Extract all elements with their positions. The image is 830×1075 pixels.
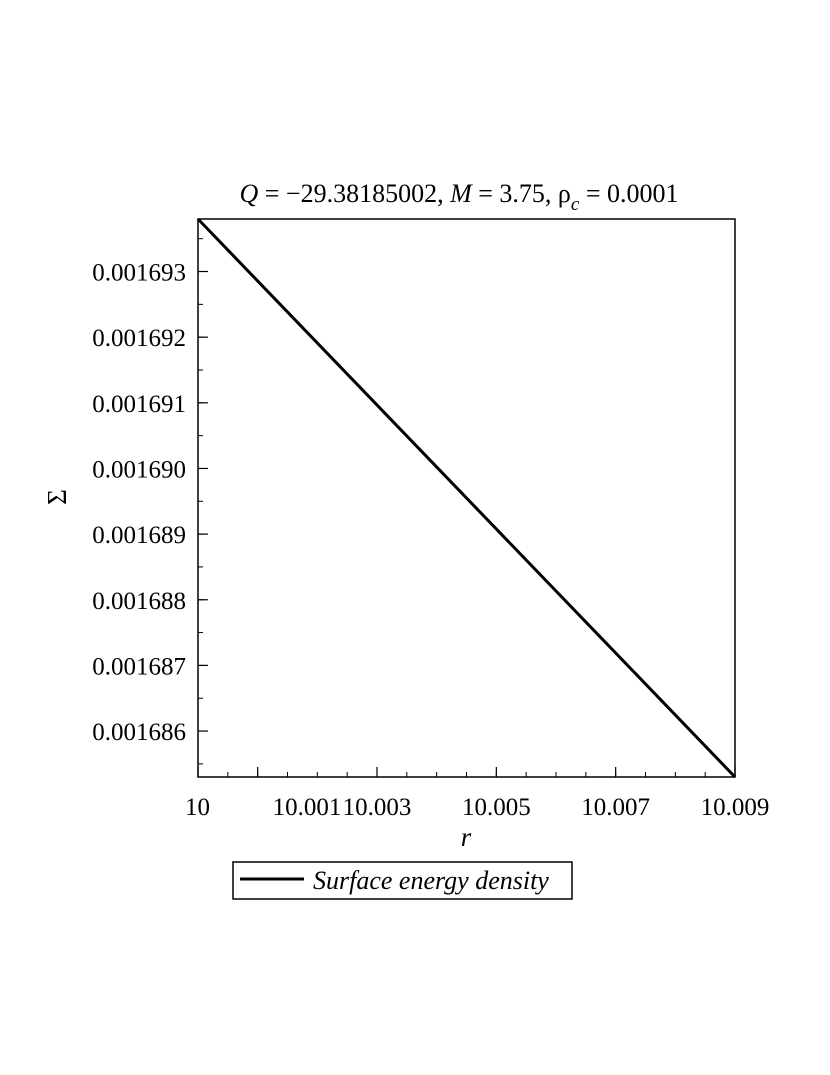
y-axis: 0.001686 0.001687 0.001688 0.001689 0.001690… [92, 238, 208, 765]
y-tick-label: 0.001691 [92, 391, 186, 418]
x-tick-label: 10.007 [581, 794, 650, 821]
y-tick-label: 0.001689 [92, 522, 186, 549]
legend: Surface energy density [232, 861, 573, 900]
x-tick-label: 10.001 [273, 794, 342, 821]
title-q-value: = −29.38185002, [258, 179, 450, 208]
y-tick-label: 0.001688 [92, 588, 186, 615]
title-rho-value: = 0.0001 [579, 179, 678, 208]
x-tick-label: 10.005 [462, 794, 531, 821]
x-axis: 10 10.001 10.003 10.005 10.007 10.009 [185, 767, 769, 821]
title-rho-symbol: ρ [558, 179, 571, 208]
x-axis-label: r [461, 822, 472, 852]
series-group [196, 217, 737, 779]
y-tick-label: 0.001686 [92, 719, 186, 746]
y-axis-label: Σ [42, 489, 72, 505]
title-q-symbol: Q [239, 179, 258, 208]
legend-label: Surface energy density [313, 866, 549, 895]
title-m-symbol: M [449, 179, 473, 208]
series-line [196, 217, 737, 779]
title-rho-subscript: c [571, 194, 580, 215]
x-tick-label: 10.009 [701, 794, 770, 821]
y-tick-label: 0.001693 [92, 260, 186, 287]
y-tick-label: 0.001687 [92, 653, 186, 680]
chart-title: Q = −29.38185002, M = 3.75, ρc = 0.0001 [239, 179, 678, 215]
x-tick-label: 10 [185, 794, 210, 821]
y-tick-label: 0.001692 [92, 325, 186, 352]
title-m-value: = 3.75, [472, 179, 558, 208]
x-tick-label: 10.003 [343, 794, 412, 821]
y-tick-label: 0.001690 [92, 456, 186, 483]
